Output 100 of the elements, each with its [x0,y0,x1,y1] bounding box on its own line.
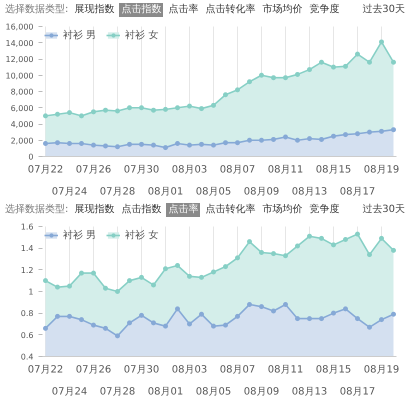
point [127,278,132,284]
x-tick-label: 07月30 [124,364,160,376]
point [235,140,240,146]
y-tick-label: 0 [28,152,34,162]
point [175,105,180,110]
point [319,236,324,241]
legend-label: 衬衫 女 [125,28,158,42]
point [211,270,216,274]
point [43,141,48,146]
point [247,79,252,84]
y-tick-label: 4,000 [10,120,34,129]
point [355,232,360,237]
point [199,312,204,317]
point [79,113,84,118]
y-tick-label: 1 [28,288,34,296]
x-tick-label: 08月19 [364,364,400,376]
point [115,289,120,294]
y-tick-label: 2,000 [10,136,34,146]
point [163,324,168,329]
x-tick-label: 07月24 [52,186,88,198]
point [175,141,180,146]
point [55,112,60,117]
point [163,266,168,272]
point [175,306,180,312]
text: 点击转化率 [204,3,256,17]
x-tick-label: 07月22 [28,164,64,176]
point [271,251,276,256]
point [235,255,240,260]
point [319,136,324,142]
legend-label: 衬衫 男 [63,228,96,242]
text: 点击率 [167,3,200,17]
x-tick-label: 08月13 [292,186,328,198]
point [367,60,372,65]
x-tick-label: 08月15 [316,364,352,376]
point [211,324,216,329]
point [223,264,228,270]
point [367,252,372,258]
x-tick-label: 08月03 [172,364,208,376]
point [283,134,288,140]
text: 展现指数 [73,203,116,217]
point [79,141,84,146]
point [331,310,336,316]
x-tick-label: 07月24 [52,386,88,398]
point [223,92,228,98]
x-tick-label: 08月01 [148,386,184,398]
point [79,270,84,276]
point [355,316,360,322]
point [223,140,228,146]
point [307,316,312,322]
point [391,60,396,65]
x-tick-label: 08月09 [244,386,280,398]
point [199,274,204,280]
text: 展现指数 [73,3,116,17]
point [199,142,204,147]
y-tick-label: 10,000 [6,71,34,80]
point [79,317,84,322]
x-tick-label: 08月03 [172,164,208,176]
point [139,274,144,280]
y-tick-label: 1.2 [20,266,34,275]
point [355,52,360,57]
point [91,322,96,328]
x-tick-label: 08月05 [196,386,232,398]
point [103,286,108,291]
point [67,314,72,319]
point [259,304,264,310]
x-tick-label: 07月28 [100,186,136,198]
x-tick-label: 08月17 [340,186,376,198]
point [139,142,144,147]
point [43,113,48,118]
point [175,263,180,268]
point [295,72,300,77]
point [67,110,72,116]
text: 过去30天 [362,203,405,217]
text: 过去30天 [362,3,405,17]
point [55,140,60,146]
text: 点击转化率 [204,203,256,217]
x-tick-label: 08月13 [292,386,328,398]
y-tick-label: 6,000 [10,104,34,113]
legend-label: 衬衫 男 [63,28,96,42]
point [151,282,156,288]
x-tick-label: 07月26 [76,364,112,376]
x-tick-label: 08月11 [268,364,304,376]
y-tick-label: 0.6 [20,330,34,340]
point [343,306,348,312]
point [319,316,324,322]
point [199,106,204,112]
legend-label: 衬衫 女 [125,228,158,242]
point [247,138,252,143]
point [271,75,276,80]
point [391,312,396,317]
point [127,142,132,147]
point [259,72,264,78]
point [343,237,348,242]
point [391,248,396,253]
point [103,326,108,331]
point [103,108,108,113]
point [319,60,324,65]
point [331,134,336,139]
point [103,143,108,148]
point [247,239,252,244]
